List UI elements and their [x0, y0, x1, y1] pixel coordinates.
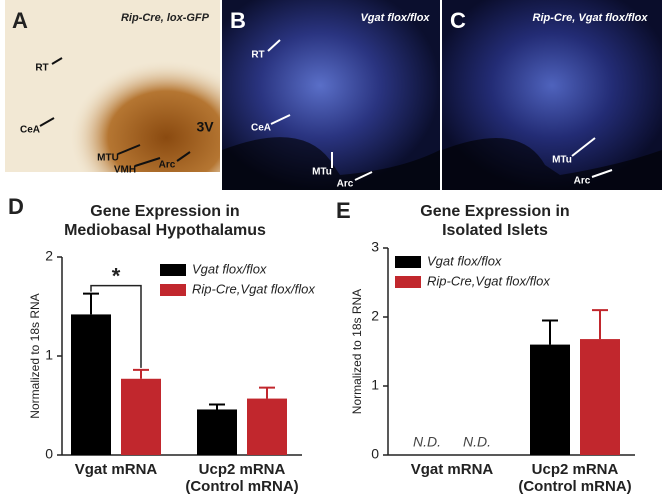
- chart-title: Isolated Islets: [442, 222, 548, 239]
- region-label: RT: [35, 63, 48, 74]
- significance-bracket: [90, 284, 142, 368]
- x-tick-label-box: Vgat mRNA: [410, 461, 494, 478]
- arrow: [39, 117, 55, 127]
- panel-letter: B: [230, 8, 246, 33]
- arrow: [117, 144, 141, 155]
- y-tick-label: 2: [371, 308, 379, 324]
- region-label: 3V: [196, 119, 214, 135]
- panel-letter: A: [12, 8, 28, 33]
- legend-label: Rip-Cre,Vgat flox/flox: [427, 273, 550, 288]
- legend-swatch: [395, 276, 421, 288]
- region-label: MTu: [552, 155, 572, 166]
- tissue-edge: [442, 138, 662, 190]
- error-bar: [542, 319, 558, 345]
- arrow: [571, 137, 596, 157]
- arrow: [176, 151, 191, 162]
- arrow: [267, 39, 281, 52]
- region-label: MTu: [312, 167, 332, 178]
- legend-swatch: [395, 256, 421, 268]
- bar: [197, 409, 237, 455]
- bar: [71, 314, 111, 455]
- x-tick-label-box: Ucp2 mRNA (Control mRNA): [518, 461, 632, 495]
- x-tick-label: Vgat mRNA: [74, 461, 158, 478]
- significance-mark: *: [112, 263, 121, 288]
- y-tick-label: 0: [371, 446, 379, 462]
- panel-caption: Rip-Cre, Vgat flox/flox: [533, 12, 649, 24]
- error-bar: [83, 292, 99, 315]
- legend-swatch: [160, 264, 186, 276]
- panel-letter: E: [336, 198, 351, 223]
- value-label: N.D.: [463, 434, 491, 450]
- y-axis-label: Normalized to 18s RNA: [350, 289, 364, 414]
- y-axis-label: Normalized to 18s RNA: [28, 293, 42, 418]
- region-label: CeA: [251, 123, 271, 134]
- x-tick-label: Vgat mRNA: [410, 461, 494, 478]
- legend-label: Vgat flox/flox: [427, 253, 502, 268]
- value-label: N.D.: [413, 434, 441, 450]
- y-tick-label: 0: [45, 446, 53, 462]
- chart-title: Gene Expression in: [420, 203, 569, 220]
- legend-swatch: [160, 284, 186, 296]
- region-label: RT: [251, 50, 264, 61]
- y-tick-label: 1: [371, 377, 379, 393]
- bar: [580, 339, 620, 455]
- x-tick-label-box: Vgat mRNA: [74, 461, 158, 478]
- x-tick-label: Ucp2 mRNA (Control mRNA): [518, 461, 632, 495]
- error-bar: [133, 368, 149, 379]
- x-tick-label: Ucp2 mRNA (Control mRNA): [185, 461, 299, 495]
- stain: [5, 0, 220, 172]
- panel-letter: D: [8, 194, 24, 219]
- error-bar: [592, 309, 608, 340]
- panel-caption: Vgat flox/flox: [360, 12, 430, 24]
- chart-title: Mediobasal Hypothalamus: [64, 222, 266, 239]
- arrow: [591, 169, 613, 178]
- arrow: [354, 171, 373, 181]
- y-tick-label: 3: [371, 239, 379, 255]
- arrow: [51, 57, 63, 65]
- arrow: [270, 114, 291, 125]
- arrow: [134, 157, 161, 167]
- region-label: Arc: [574, 176, 591, 187]
- region-label: VMH: [114, 165, 136, 176]
- error-bar: [209, 403, 225, 410]
- y-tick-label: 1: [45, 347, 53, 363]
- region-label: Arc: [337, 179, 354, 190]
- legend-label: Rip-Cre,Vgat flox/flox: [192, 281, 315, 296]
- chart-title: Gene Expression in: [90, 203, 239, 220]
- region-label: MTU: [97, 153, 119, 164]
- bar: [530, 344, 570, 455]
- bar: [121, 378, 161, 455]
- region-label: CeA: [20, 125, 40, 136]
- error-bar: [259, 386, 275, 399]
- legend-label: Vgat flox/flox: [192, 261, 267, 276]
- x-tick-label-box: Ucp2 mRNA (Control mRNA): [185, 461, 299, 495]
- region-label: Arc: [159, 160, 176, 171]
- panel-letter: C: [450, 8, 466, 33]
- bar: [247, 398, 287, 455]
- y-tick-label: 2: [45, 248, 53, 264]
- panel-caption: Rip-Cre, lox-GFP: [121, 12, 210, 24]
